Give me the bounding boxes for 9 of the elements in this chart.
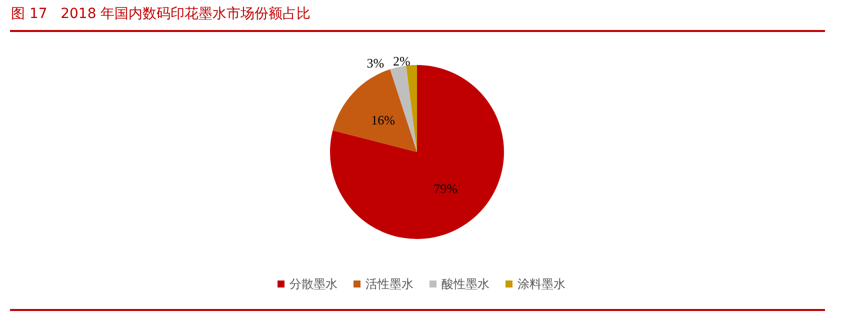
data-label: 16%: [371, 112, 396, 128]
data-label: 2%: [392, 54, 410, 69]
legend-label: 涂料墨水: [518, 277, 566, 291]
text: 图 17 2018 年国内数码印花墨水市场份额占比: [11, 6, 311, 22]
legend-label: 活性墨水: [366, 277, 414, 291]
data-label: 79%: [434, 181, 458, 196]
data-label: 3%: [366, 56, 384, 71]
legend-label: 酸性墨水: [442, 277, 490, 291]
legend-label: 分散墨水: [290, 277, 338, 291]
